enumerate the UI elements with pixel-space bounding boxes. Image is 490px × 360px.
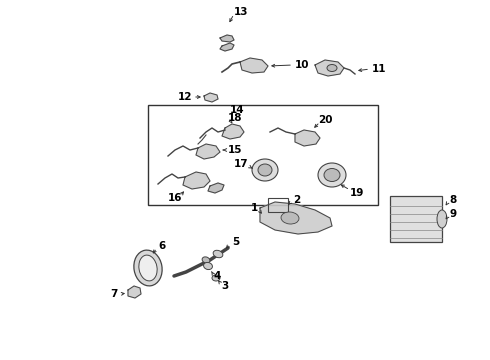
Text: 19: 19 [350, 188, 365, 198]
Polygon shape [208, 183, 224, 193]
Polygon shape [196, 144, 220, 159]
Text: 18: 18 [228, 113, 243, 123]
Text: 7: 7 [111, 289, 118, 299]
Text: 4: 4 [213, 271, 220, 281]
Polygon shape [128, 286, 141, 298]
Ellipse shape [281, 212, 299, 224]
Polygon shape [220, 35, 234, 42]
Polygon shape [183, 172, 210, 189]
Text: 14: 14 [230, 105, 245, 115]
Text: 12: 12 [177, 92, 192, 102]
Text: 1: 1 [251, 203, 258, 213]
Text: 11: 11 [372, 64, 387, 74]
Ellipse shape [324, 168, 340, 181]
Text: 10: 10 [295, 60, 310, 70]
Ellipse shape [327, 64, 337, 72]
Polygon shape [260, 202, 332, 234]
Polygon shape [240, 58, 268, 73]
Text: 2: 2 [293, 195, 300, 205]
Ellipse shape [318, 163, 346, 187]
Bar [390, 196, 442, 242]
Text: 5: 5 [232, 237, 239, 247]
Text: 6: 6 [158, 241, 165, 251]
Ellipse shape [139, 255, 157, 281]
Ellipse shape [202, 257, 210, 263]
Ellipse shape [437, 210, 447, 228]
Text: 15: 15 [228, 145, 243, 155]
Bar [268, 198, 288, 212]
Text: 20: 20 [318, 115, 333, 125]
Ellipse shape [203, 262, 213, 270]
Ellipse shape [252, 159, 278, 181]
Text: 17: 17 [233, 159, 248, 169]
Ellipse shape [134, 250, 162, 286]
Bar [148, 105, 378, 205]
Polygon shape [222, 124, 244, 139]
Text: 8: 8 [449, 195, 456, 205]
Ellipse shape [258, 164, 272, 176]
Polygon shape [315, 60, 344, 76]
Polygon shape [220, 43, 234, 51]
Text: 9: 9 [449, 209, 456, 219]
Text: 16: 16 [168, 193, 182, 203]
Polygon shape [204, 93, 218, 102]
Polygon shape [295, 130, 320, 146]
Ellipse shape [213, 250, 223, 258]
Text: 3: 3 [221, 281, 228, 291]
Ellipse shape [212, 275, 220, 281]
Text: 13: 13 [234, 7, 248, 17]
